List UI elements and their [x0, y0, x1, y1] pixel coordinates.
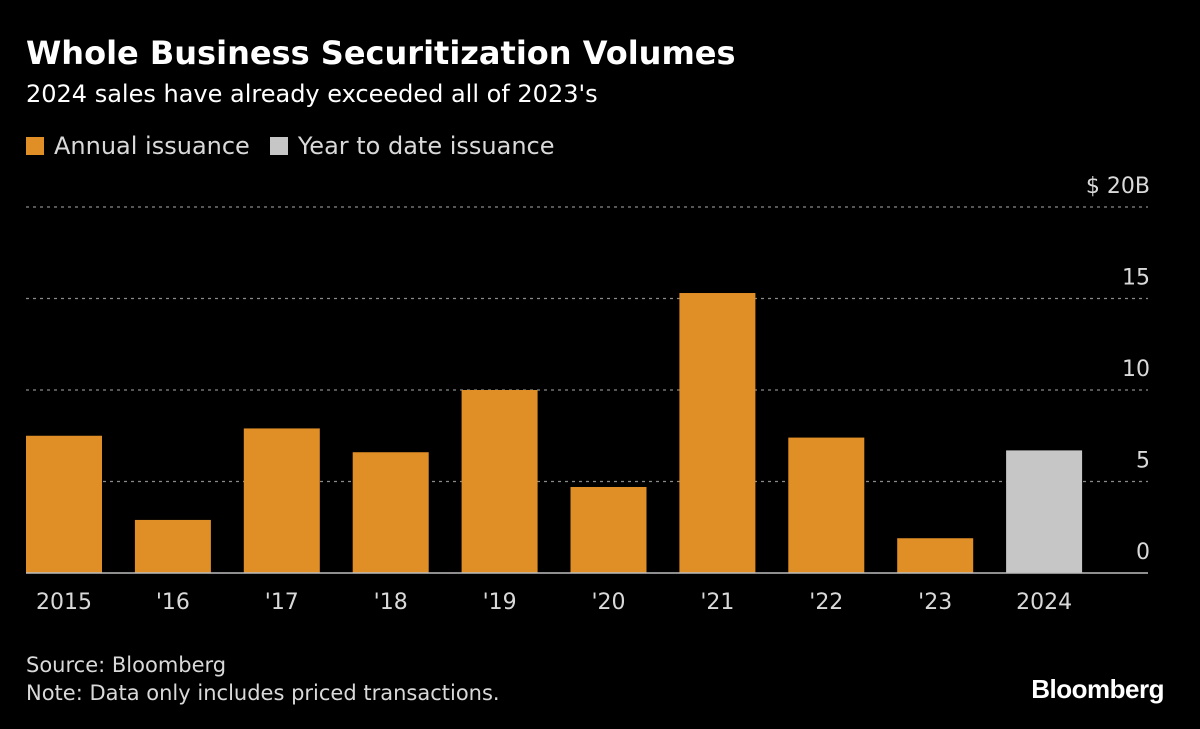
- bar: [570, 486, 647, 573]
- legend-item-annual: Annual issuance: [26, 132, 250, 160]
- bar: [134, 519, 211, 573]
- bar: [679, 293, 756, 573]
- source-note: Source: Bloomberg: [26, 653, 227, 677]
- x-tick-label: '18: [374, 590, 408, 615]
- x-tick-label: '21: [700, 590, 734, 615]
- y-tick-label: $ 20B: [1086, 174, 1150, 199]
- legend-swatch-annual: [26, 137, 44, 155]
- x-tick-label: '16: [156, 590, 190, 615]
- brand-logo: Bloomberg: [1031, 674, 1164, 704]
- bar: [461, 390, 538, 573]
- bar: [352, 452, 429, 573]
- y-tick-label: 15: [1122, 266, 1150, 291]
- legend: Annual issuance Year to date issuance: [26, 132, 555, 160]
- bar: [897, 538, 974, 573]
- chart-title: Whole Business Securitization Volumes: [26, 34, 736, 72]
- x-tick-label: '23: [918, 590, 952, 615]
- x-tick-label: '22: [809, 590, 843, 615]
- x-tick-label: '19: [483, 590, 517, 615]
- x-tick-label: '20: [591, 590, 625, 615]
- bar: [1006, 450, 1083, 573]
- bar: [26, 435, 102, 573]
- legend-item-ytd: Year to date issuance: [269, 132, 555, 160]
- y-tick-label: 0: [1136, 540, 1150, 565]
- legend-swatch-ytd: [269, 137, 288, 155]
- bar: [243, 428, 320, 573]
- footer: Source: Bloomberg Note: Data only includ…: [26, 651, 500, 707]
- bar: [788, 437, 865, 573]
- legend-label-ytd: Year to date issuance: [297, 132, 555, 160]
- y-tick-label: 10: [1122, 357, 1150, 382]
- x-tick-label: '17: [265, 590, 299, 615]
- x-tick-label: 2024: [1016, 590, 1072, 615]
- legend-label-annual: Annual issuance: [54, 132, 250, 160]
- x-tick-label: 2015: [36, 590, 92, 615]
- y-tick-label: 5: [1136, 449, 1150, 474]
- chart-subtitle: 2024 sales have already exceeded all of …: [26, 80, 598, 108]
- bar-chart: 0 5 10 15 $ 20B 2015 '16 '17 '18 '19 '20 '21 '22 '23 2…: [26, 174, 1150, 615]
- data-note: Note: Data only includes priced transact…: [26, 681, 500, 705]
